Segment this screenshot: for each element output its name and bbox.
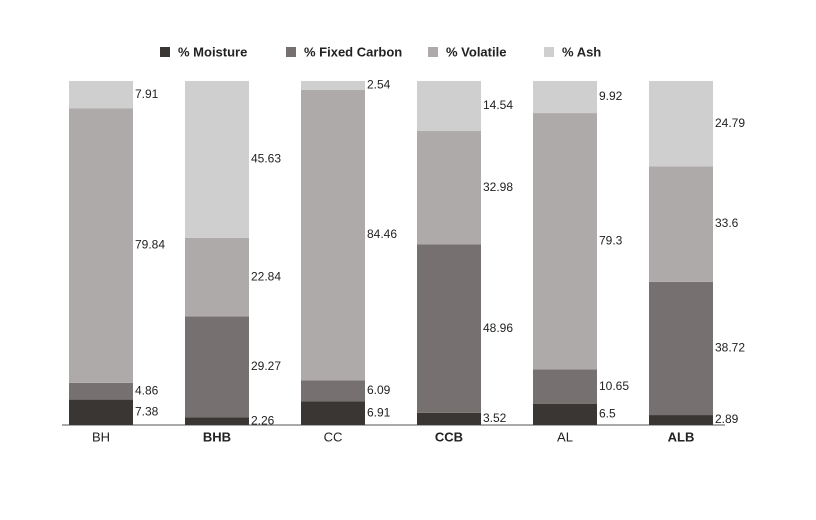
data-label: 45.63 (251, 152, 281, 166)
x-tick-label: CC (324, 429, 343, 444)
data-label: 6.5 (599, 407, 616, 421)
data-label: 24.79 (715, 116, 745, 130)
bar-segment (649, 166, 713, 282)
data-label: 2.26 (251, 413, 275, 427)
bar-segment (533, 403, 597, 425)
data-label: 2.89 (715, 412, 739, 426)
data-label: 84.46 (367, 227, 397, 241)
data-label: 38.72 (715, 341, 745, 355)
bar-segment (417, 131, 481, 245)
data-label: 6.91 (367, 405, 391, 419)
bar-segment (69, 399, 133, 425)
x-tick-label: BH (92, 429, 110, 444)
bar-segment (533, 81, 597, 114)
data-label: 14.54 (483, 98, 513, 112)
bar-segment (69, 382, 133, 400)
data-label: 6.09 (367, 383, 391, 397)
legend-label: % Ash (562, 44, 601, 59)
legend-label: % Moisture (178, 44, 247, 59)
bar-segment (185, 237, 249, 317)
data-label: 22.84 (251, 269, 281, 283)
bar-segment (533, 113, 597, 370)
x-tick-label: ALB (668, 429, 695, 444)
bar-segment (301, 401, 365, 425)
data-label: 9.92 (599, 89, 623, 103)
x-tick-label: AL (557, 429, 573, 444)
data-label: 10.65 (599, 379, 629, 393)
bar-segment (417, 412, 481, 425)
data-label: 7.91 (135, 87, 159, 101)
bar-segment (649, 281, 713, 416)
data-label: 48.96 (483, 321, 513, 335)
bar-segment (417, 81, 481, 132)
data-label: 3.52 (483, 411, 507, 425)
data-label: 33.6 (715, 216, 739, 230)
data-label: 2.54 (367, 78, 391, 92)
data-label: 79.84 (135, 238, 165, 252)
legend-label: % Volatile (446, 44, 506, 59)
data-label: 32.98 (483, 180, 513, 194)
legend-label: % Fixed Carbon (304, 44, 402, 59)
data-label: 29.27 (251, 359, 281, 373)
bar-segment (649, 415, 713, 425)
bar-segment (301, 380, 365, 402)
legend-swatch (544, 47, 554, 57)
bar-segment (649, 81, 713, 167)
bar-segment (69, 81, 133, 109)
bar-segment (185, 81, 249, 238)
bar-segment (185, 417, 249, 425)
data-label: 4.86 (135, 383, 159, 397)
legend-swatch (428, 47, 438, 57)
legend-swatch (286, 47, 296, 57)
data-label: 7.38 (135, 404, 159, 418)
bar-segment (533, 369, 597, 404)
data-label: 79.3 (599, 233, 623, 247)
bar-segment (301, 89, 365, 381)
bar-segment (417, 244, 481, 413)
bar-segment (301, 81, 365, 90)
bar-segment (69, 108, 133, 383)
bar-segment (185, 316, 249, 418)
legend-swatch (160, 47, 170, 57)
x-tick-label: BHB (203, 429, 231, 444)
x-tick-label: CCB (435, 429, 463, 444)
